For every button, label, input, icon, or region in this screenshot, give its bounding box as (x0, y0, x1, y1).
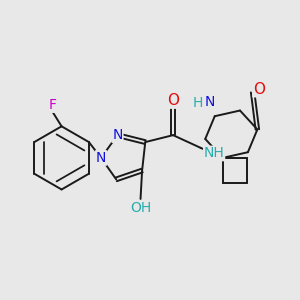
Text: F: F (49, 98, 57, 112)
Text: N: N (112, 128, 123, 142)
Text: N: N (96, 151, 106, 165)
Text: OH: OH (130, 201, 151, 215)
Text: OH: OH (130, 201, 151, 215)
Text: O: O (253, 82, 265, 97)
Text: N: N (205, 95, 215, 109)
Text: H: H (193, 96, 203, 110)
Text: O: O (167, 93, 179, 108)
Text: H: H (193, 96, 203, 110)
Text: NH: NH (204, 146, 224, 161)
Text: N: N (205, 95, 215, 109)
Text: O: O (167, 93, 179, 108)
Text: F: F (49, 98, 57, 112)
Text: N: N (112, 128, 123, 142)
Text: N: N (96, 151, 106, 165)
Text: NH: NH (204, 146, 224, 161)
Text: O: O (253, 82, 265, 97)
